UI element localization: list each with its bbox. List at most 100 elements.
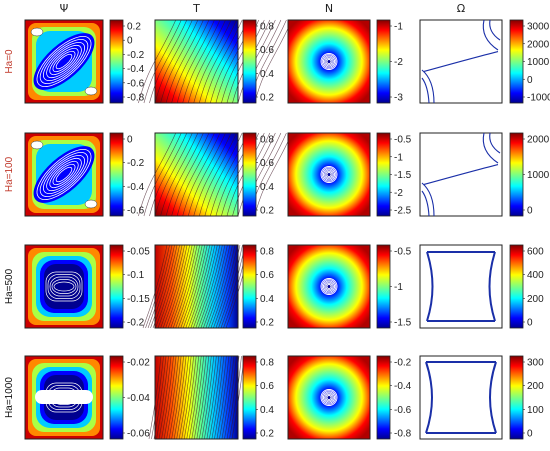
colorbar-tick-label: -0.4 bbox=[127, 64, 145, 75]
colorbar-temp-row-0 bbox=[242, 19, 257, 104]
colorbar-tick-label: -0.4 bbox=[127, 182, 145, 193]
colorbar-tick-label: 1000 bbox=[527, 170, 550, 181]
panel-n-row-3 bbox=[287, 355, 371, 440]
colorbar-n-row-2 bbox=[376, 244, 391, 329]
panel-omega-row-1 bbox=[419, 132, 503, 217]
panel-temp-row-3 bbox=[148, 355, 245, 440]
row-label-2: Ha=500 bbox=[4, 268, 15, 304]
colorbar-tick-label: 1000 bbox=[527, 57, 550, 68]
panel-omega-row-0 bbox=[419, 19, 503, 104]
colorbar-tick-label: 0.8 bbox=[260, 22, 274, 33]
colorbar-omega-row-1 bbox=[509, 132, 524, 217]
row-label-1: Ha=100 bbox=[4, 156, 15, 192]
colorbar-tick-label: -2.5 bbox=[394, 206, 412, 217]
panel-n-row-1 bbox=[287, 132, 371, 217]
colorbar-tick-label: 0 bbox=[127, 36, 133, 47]
colorbar-tick-label: 0.4 bbox=[260, 294, 274, 305]
colorbar-n-row-0 bbox=[376, 19, 391, 104]
colorbar-tick-label: 0.2 bbox=[127, 22, 141, 33]
colorbar-tick-label: 600 bbox=[527, 247, 544, 258]
colorbar-tick-label: 0.4 bbox=[260, 69, 274, 80]
column-title-omega: Ω bbox=[457, 2, 465, 15]
colorbar-tick-label: -0.2 bbox=[127, 318, 145, 329]
colorbar-tick-label: -0.8 bbox=[394, 429, 412, 440]
colorbar-tick-label: 0 bbox=[527, 429, 533, 440]
panel-psi-row-1 bbox=[24, 132, 104, 217]
row-label-3: Ha=1000 bbox=[4, 377, 15, 418]
colorbar-tick-label: -0.6 bbox=[394, 405, 412, 416]
colorbar-tick-label: -0.2 bbox=[394, 358, 412, 369]
colorbar-tick-label: 0.4 bbox=[260, 405, 274, 416]
colorbar-tick-label: -0.02 bbox=[127, 358, 150, 369]
colorbar-tick-label: -0.1 bbox=[127, 270, 145, 281]
colorbar-tick-label: 0 bbox=[527, 206, 533, 217]
colorbar-tick-label: 0.4 bbox=[260, 182, 274, 193]
colorbar-tick-label: 2000 bbox=[527, 39, 550, 50]
panel-psi-row-2 bbox=[24, 244, 104, 329]
panel-n-row-0 bbox=[287, 19, 371, 104]
colorbar-tick-label: -1 bbox=[394, 282, 403, 293]
colorbar-temp-row-2 bbox=[242, 244, 257, 329]
colorbar-tick-label: -0.5 bbox=[394, 135, 412, 146]
colorbar-tick-label: 0.6 bbox=[260, 45, 274, 56]
panel-temp-row-2 bbox=[142, 244, 251, 329]
colorbar-tick-label: -0.6 bbox=[127, 78, 145, 89]
column-title-psi: Ψ bbox=[60, 2, 69, 15]
colorbar-tick-label: -0.04 bbox=[127, 393, 150, 404]
colorbar-tick-label: 400 bbox=[527, 270, 544, 281]
colorbar-tick-label: 100 bbox=[527, 405, 544, 416]
colorbar-tick-label: -2 bbox=[394, 188, 403, 199]
colorbar-tick-label: 0.8 bbox=[260, 358, 274, 369]
colorbar-tick-label: 2000 bbox=[527, 135, 550, 146]
colorbar-tick-label: -0.5 bbox=[394, 247, 412, 258]
colorbar-psi-row-1 bbox=[109, 132, 124, 217]
panel-temp-row-0 bbox=[138, 19, 293, 104]
colorbar-tick-label: 200 bbox=[527, 294, 544, 305]
colorbar-tick-label: -0.6 bbox=[127, 206, 145, 217]
colorbar-tick-label: -0.4 bbox=[394, 381, 412, 392]
colorbar-tick-label: 0.2 bbox=[260, 429, 274, 440]
colorbar-tick-label: -1.5 bbox=[394, 318, 412, 329]
colorbar-omega-row-0 bbox=[509, 19, 524, 104]
colorbar-tick-label: 0.2 bbox=[260, 206, 274, 217]
colorbar-tick-label: -1000 bbox=[527, 93, 550, 104]
colorbar-psi-row-2 bbox=[109, 244, 124, 329]
colorbar-tick-label: -0.8 bbox=[127, 93, 145, 104]
colorbar-tick-label: -0.06 bbox=[127, 429, 150, 440]
colorbar-omega-row-3 bbox=[509, 355, 524, 440]
colorbar-tick-label: 0 bbox=[527, 318, 533, 329]
colorbar-tick-label: 0 bbox=[127, 135, 133, 146]
colorbar-tick-label: -1.5 bbox=[394, 170, 412, 181]
colorbar-psi-row-0 bbox=[109, 19, 124, 104]
panel-omega-row-3 bbox=[419, 355, 503, 440]
colorbar-tick-label: -1 bbox=[394, 152, 403, 163]
panel-n-row-2 bbox=[287, 244, 371, 329]
column-title-n: N bbox=[325, 2, 333, 15]
panel-psi-row-0 bbox=[24, 19, 104, 104]
colorbar-tick-label: -0.15 bbox=[127, 294, 150, 305]
panel-psi-row-3 bbox=[24, 355, 104, 440]
panel-omega-row-2 bbox=[419, 244, 503, 329]
colorbar-tick-label: 200 bbox=[527, 381, 544, 392]
colorbar-tick-label: 0.6 bbox=[260, 270, 274, 281]
colorbar-tick-label: 3000 bbox=[527, 22, 550, 33]
colorbar-tick-label: 0.2 bbox=[260, 318, 274, 329]
colorbar-tick-label: -0.05 bbox=[127, 247, 150, 258]
colorbar-tick-label: 0 bbox=[527, 75, 533, 86]
colorbar-n-row-1 bbox=[376, 132, 391, 217]
colorbar-temp-row-3 bbox=[242, 355, 257, 440]
colorbar-n-row-3 bbox=[376, 355, 391, 440]
colorbar-tick-label: -0.2 bbox=[127, 158, 145, 169]
colorbar-tick-label: 0.6 bbox=[260, 381, 274, 392]
colorbar-tick-label: -2 bbox=[394, 57, 403, 68]
column-title-temp: T bbox=[192, 2, 200, 15]
colorbar-omega-row-2 bbox=[509, 244, 524, 329]
row-label-0: Ha=0 bbox=[4, 49, 15, 74]
colorbar-tick-label: -3 bbox=[394, 93, 403, 104]
colorbar-tick-label: 0.8 bbox=[260, 247, 274, 258]
colorbar-tick-label: -0.2 bbox=[127, 50, 145, 61]
colorbar-tick-label: -1 bbox=[394, 22, 403, 33]
colorbar-tick-label: 0.8 bbox=[260, 135, 274, 146]
